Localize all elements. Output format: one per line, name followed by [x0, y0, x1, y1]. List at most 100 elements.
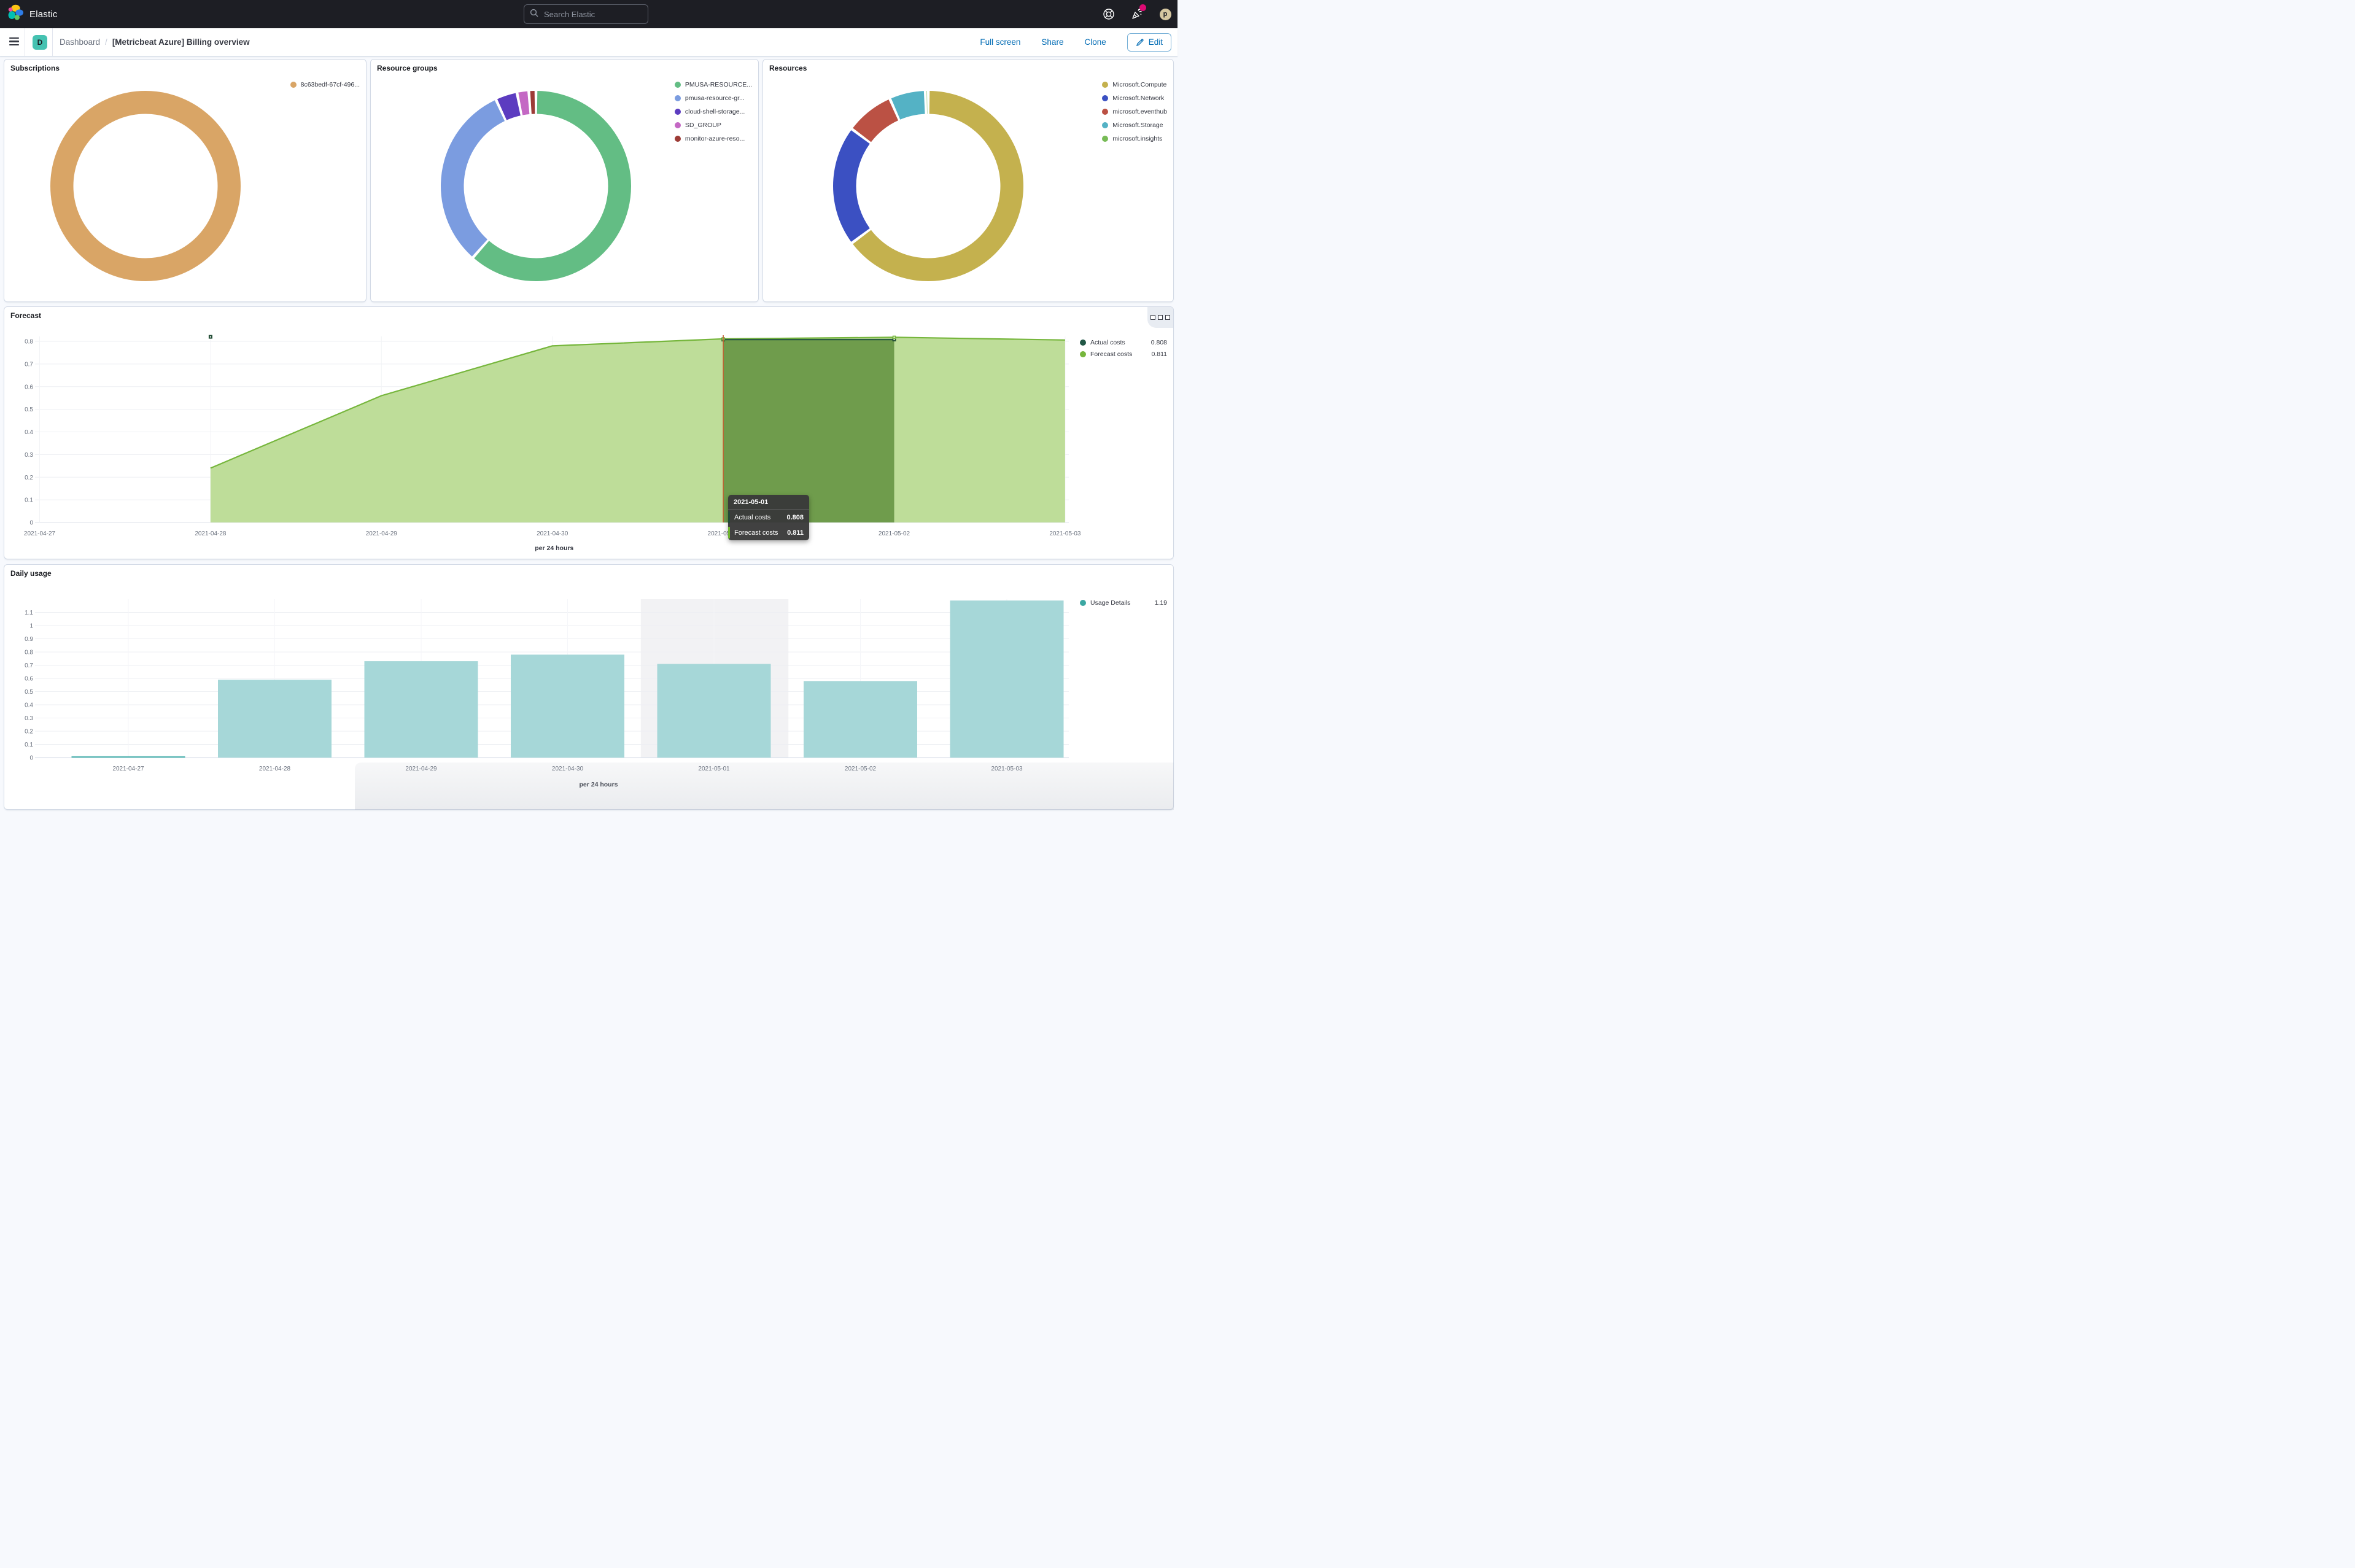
y-axis-label: 0.1 — [25, 742, 33, 748]
daily-usage-bar-chart: 0 0.1 0.2 0.3 0.4 0.5 0.6 0.7 0.8 0.9 1 1.1 2021-04-… — [25, 599, 1069, 788]
y-axis-label: 0.3 — [25, 452, 33, 459]
legend-label: microsoft.eventhub — [1112, 108, 1167, 115]
donut-segment[interactable] — [926, 91, 928, 114]
legend-value: 0.808 — [1150, 338, 1167, 346]
donut-segment[interactable] — [441, 100, 505, 257]
panel-title: Subscriptions — [10, 64, 60, 72]
legend-item[interactable]: cloud-shell-storage... — [674, 105, 752, 118]
donut-segment[interactable] — [833, 130, 870, 242]
help-icon[interactable] — [1101, 7, 1116, 21]
tooltip-series-label: Forecast costs — [734, 529, 778, 537]
legend-label: microsoft.insights — [1112, 135, 1163, 142]
elastic-logo-icon[interactable] — [7, 4, 24, 24]
usage-bar[interactable] — [71, 756, 185, 758]
tooltip-row: Actual costs 0.808 — [728, 510, 809, 525]
panel-title: Forecast — [10, 311, 42, 320]
app-header: Elastic — [0, 0, 1178, 28]
legend-label: Microsoft.Storage — [1112, 122, 1163, 129]
legend-swatch — [1102, 95, 1109, 101]
panel-options-button[interactable] — [1147, 307, 1173, 328]
legend-item[interactable]: Microsoft.Storage — [1102, 118, 1167, 132]
menu-icon[interactable] — [9, 37, 19, 45]
donut-segment[interactable] — [474, 91, 631, 281]
legend-item[interactable]: Usage Details 1.19 — [1080, 597, 1167, 608]
x-axis-label: 2021-05-02 — [845, 766, 877, 772]
x-axis-label: 2021-05-01 — [708, 530, 740, 537]
usage-bar[interactable] — [950, 600, 1064, 758]
legend-item[interactable]: Forecast costs 0.811 — [1080, 348, 1167, 360]
share-link[interactable]: Share — [1041, 37, 1064, 47]
y-axis-label: 0.1 — [25, 497, 33, 504]
legend-item[interactable]: Microsoft.Compute — [1102, 78, 1167, 91]
user-menu[interactable]: p — [1158, 7, 1173, 21]
panel-resources: Resources Microsoft.Compute Microsoft.Net… — [762, 59, 1174, 302]
usage-bar[interactable] — [804, 681, 917, 758]
resources-legend: Microsoft.Compute Microsoft.Network micros… — [1102, 78, 1167, 146]
subscriptions-legend: 8c63bedf-67cf-496... — [290, 78, 360, 91]
usage-bar[interactable] — [511, 654, 624, 758]
legend-item[interactable]: PMUSA-RESOURCE... — [674, 78, 752, 91]
newsfeed-icon[interactable] — [1130, 4, 1146, 21]
y-axis-label: 0.6 — [25, 676, 33, 683]
legend-item[interactable]: SD_GROUP — [674, 118, 752, 132]
y-axis-label: 0.8 — [25, 650, 33, 656]
daily-usage-legend: Usage Details 1.19 — [1080, 597, 1167, 608]
panel-subscriptions: Subscriptions 8c63bedf-67cf-496... — [4, 59, 367, 302]
search-input[interactable] — [543, 9, 642, 20]
dashboard-toolbar: D Dashboard / [Metricbeat Azure] Billing… — [0, 28, 1178, 56]
legend-item[interactable]: microsoft.eventhub — [1102, 105, 1167, 118]
y-axis-label: 0.2 — [25, 475, 33, 481]
legend-swatch — [1080, 339, 1086, 346]
panel-title: Resources — [769, 64, 807, 72]
legend-item[interactable]: Actual costs 0.808 — [1080, 336, 1167, 348]
legend-label: SD_GROUP — [685, 122, 721, 129]
y-axis-label: 0.9 — [25, 636, 33, 643]
legend-swatch — [1102, 82, 1109, 88]
usage-bar[interactable] — [657, 664, 771, 758]
y-axis-label: 0.8 — [25, 339, 33, 346]
clone-link[interactable]: Clone — [1084, 37, 1106, 47]
legend-item[interactable]: monitor-azure-reso... — [674, 132, 752, 146]
panel-resource-groups: Resource groups PMUSA-RESOURCE... pmusa-r… — [370, 59, 759, 302]
brand-name: Elastic — [29, 9, 58, 20]
y-axis-label: 1 — [29, 623, 33, 630]
legend-item[interactable]: 8c63bedf-67cf-496... — [290, 78, 360, 91]
x-axis-label: 2021-04-30 — [537, 530, 568, 537]
tooltip-series-value: 0.808 — [786, 513, 804, 521]
donut-segment[interactable] — [497, 93, 521, 120]
edit-button[interactable]: Edit — [1127, 33, 1171, 52]
actual-costs-band[interactable] — [723, 340, 894, 522]
legend-item[interactable]: microsoft.insights — [1102, 132, 1167, 146]
tooltip-date: 2021-05-01 — [728, 495, 809, 510]
global-search[interactable] — [524, 4, 648, 24]
legend-label: Forecast costs — [1090, 350, 1133, 358]
y-axis-label: 0.4 — [25, 429, 33, 436]
y-axis-label: 0 — [29, 755, 33, 762]
usage-bar[interactable] — [218, 680, 332, 758]
legend-value: 1.19 — [1154, 599, 1167, 607]
data-point-marker-center — [209, 336, 211, 338]
legend-item[interactable]: Microsoft.Network — [1102, 91, 1167, 105]
y-axis-label: 0.3 — [25, 715, 33, 722]
y-axis-label: 1.1 — [25, 610, 33, 616]
usage-bar[interactable] — [364, 661, 478, 758]
breadcrumb-dashboard[interactable]: Dashboard — [60, 37, 101, 47]
donut-segment[interactable] — [50, 91, 241, 281]
x-axis-label: 2021-05-02 — [879, 530, 910, 537]
full-screen-link[interactable]: Full screen — [980, 37, 1021, 47]
forecast-area[interactable] — [210, 337, 1065, 522]
y-axis-label: 0.6 — [25, 384, 33, 390]
space-avatar[interactable]: D — [33, 35, 47, 50]
x-axis-label: 2021-04-28 — [259, 766, 291, 772]
donut-segment[interactable] — [853, 99, 899, 142]
donut-segment[interactable] — [518, 91, 530, 115]
y-axis-label: 0.7 — [25, 361, 33, 368]
legend-swatch — [1102, 122, 1109, 128]
avatar[interactable]: p — [1159, 8, 1171, 20]
legend-swatch — [290, 82, 297, 88]
donut-segment[interactable] — [530, 91, 535, 114]
donut-segment[interactable] — [891, 91, 925, 120]
legend-swatch — [1080, 351, 1086, 357]
x-axis-label: 2021-05-03 — [1049, 530, 1081, 537]
legend-item[interactable]: pmusa-resource-gr... — [674, 91, 752, 105]
